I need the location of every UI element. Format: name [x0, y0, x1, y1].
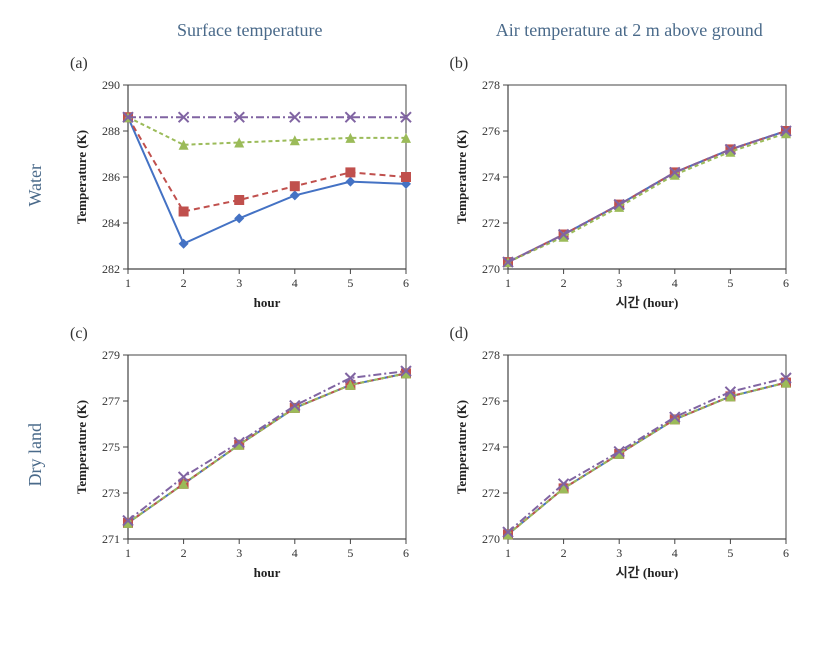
panel-b: (b) 1 2 3 4 5 6 270 272 274 276 278 시간 (hour) Temper…: [450, 55, 810, 315]
svg-text:5: 5: [727, 276, 733, 290]
svg-text:6: 6: [783, 546, 789, 560]
svg-text:278: 278: [482, 348, 500, 362]
svg-text:5: 5: [347, 546, 353, 560]
panel-a: (a) 1 2 3 4 5 6 282 284 286 288 290 hour Temperature…: [70, 55, 430, 315]
svg-text:6: 6: [403, 276, 409, 290]
svg-text:286: 286: [102, 170, 120, 184]
svg-text:272: 272: [482, 216, 500, 230]
svg-text:6: 6: [783, 276, 789, 290]
panel-label: (a): [70, 55, 430, 73]
svg-text:282: 282: [102, 262, 120, 276]
svg-text:279: 279: [102, 348, 120, 362]
svg-text:Temperature (K): Temperature (K): [74, 400, 89, 494]
svg-text:1: 1: [505, 276, 511, 290]
svg-text:1: 1: [125, 546, 131, 560]
svg-text:1: 1: [505, 546, 511, 560]
svg-text:3: 3: [616, 276, 622, 290]
svg-text:290: 290: [102, 78, 120, 92]
panel-label: (b): [450, 55, 810, 73]
panel-label: (d): [450, 325, 810, 343]
col-header-1: Surface temperature: [70, 20, 430, 45]
chart-d: 1 2 3 4 5 6 270 272 274 276 278 시간 (hour) Temperatur…: [450, 345, 800, 585]
svg-text:284: 284: [102, 216, 120, 230]
chart-a: 1 2 3 4 5 6 282 284 286 288 290 hour Temperature (K): [70, 75, 420, 315]
svg-text:Temperature (K): Temperature (K): [454, 400, 469, 494]
svg-text:276: 276: [482, 124, 500, 138]
svg-text:2: 2: [560, 546, 566, 560]
svg-text:5: 5: [727, 546, 733, 560]
svg-text:4: 4: [292, 546, 298, 560]
svg-text:272: 272: [482, 486, 500, 500]
svg-text:2: 2: [181, 276, 187, 290]
svg-text:3: 3: [236, 546, 242, 560]
svg-text:276: 276: [482, 394, 500, 408]
row-header-1: Water: [20, 55, 50, 315]
svg-text:Temperature (K): Temperature (K): [74, 130, 89, 224]
svg-text:275: 275: [102, 440, 120, 454]
svg-text:4: 4: [671, 276, 677, 290]
svg-text:4: 4: [292, 276, 298, 290]
svg-text:273: 273: [102, 486, 120, 500]
svg-text:Temperature (K): Temperature (K): [454, 130, 469, 224]
svg-text:274: 274: [482, 440, 500, 454]
panel-d: (d) 1 2 3 4 5 6 270 272 274 276 278 시간 (hour) Temper…: [450, 325, 810, 585]
chart-c: 1 2 3 4 5 6 271 273 275 277 279 hour Temperature (K): [70, 345, 420, 585]
svg-text:2: 2: [181, 546, 187, 560]
chart-grid: Surface temperature Air temperature at 2…: [20, 20, 809, 585]
svg-text:6: 6: [403, 546, 409, 560]
row-header-2: Dry land: [20, 325, 50, 585]
svg-text:1: 1: [125, 276, 131, 290]
svg-text:3: 3: [236, 276, 242, 290]
svg-text:hour: hour: [254, 565, 281, 580]
svg-text:3: 3: [616, 546, 622, 560]
panel-label: (c): [70, 325, 430, 343]
panel-c: (c) 1 2 3 4 5 6 271 273 275 277 279 hour Temperature…: [70, 325, 430, 585]
svg-text:270: 270: [482, 262, 500, 276]
svg-text:288: 288: [102, 124, 120, 138]
svg-text:274: 274: [482, 170, 500, 184]
svg-text:hour: hour: [254, 295, 281, 310]
svg-text:2: 2: [560, 276, 566, 290]
svg-text:277: 277: [102, 394, 120, 408]
svg-text:5: 5: [347, 276, 353, 290]
svg-text:시간 (hour): 시간 (hour): [615, 565, 678, 580]
svg-text:시간 (hour): 시간 (hour): [615, 295, 678, 310]
col-header-2: Air temperature at 2 m above ground: [450, 20, 810, 45]
svg-text:270: 270: [482, 532, 500, 546]
svg-text:278: 278: [482, 78, 500, 92]
chart-b: 1 2 3 4 5 6 270 272 274 276 278 시간 (hour) Temperatur…: [450, 75, 800, 315]
svg-text:271: 271: [102, 532, 120, 546]
svg-text:4: 4: [671, 546, 677, 560]
